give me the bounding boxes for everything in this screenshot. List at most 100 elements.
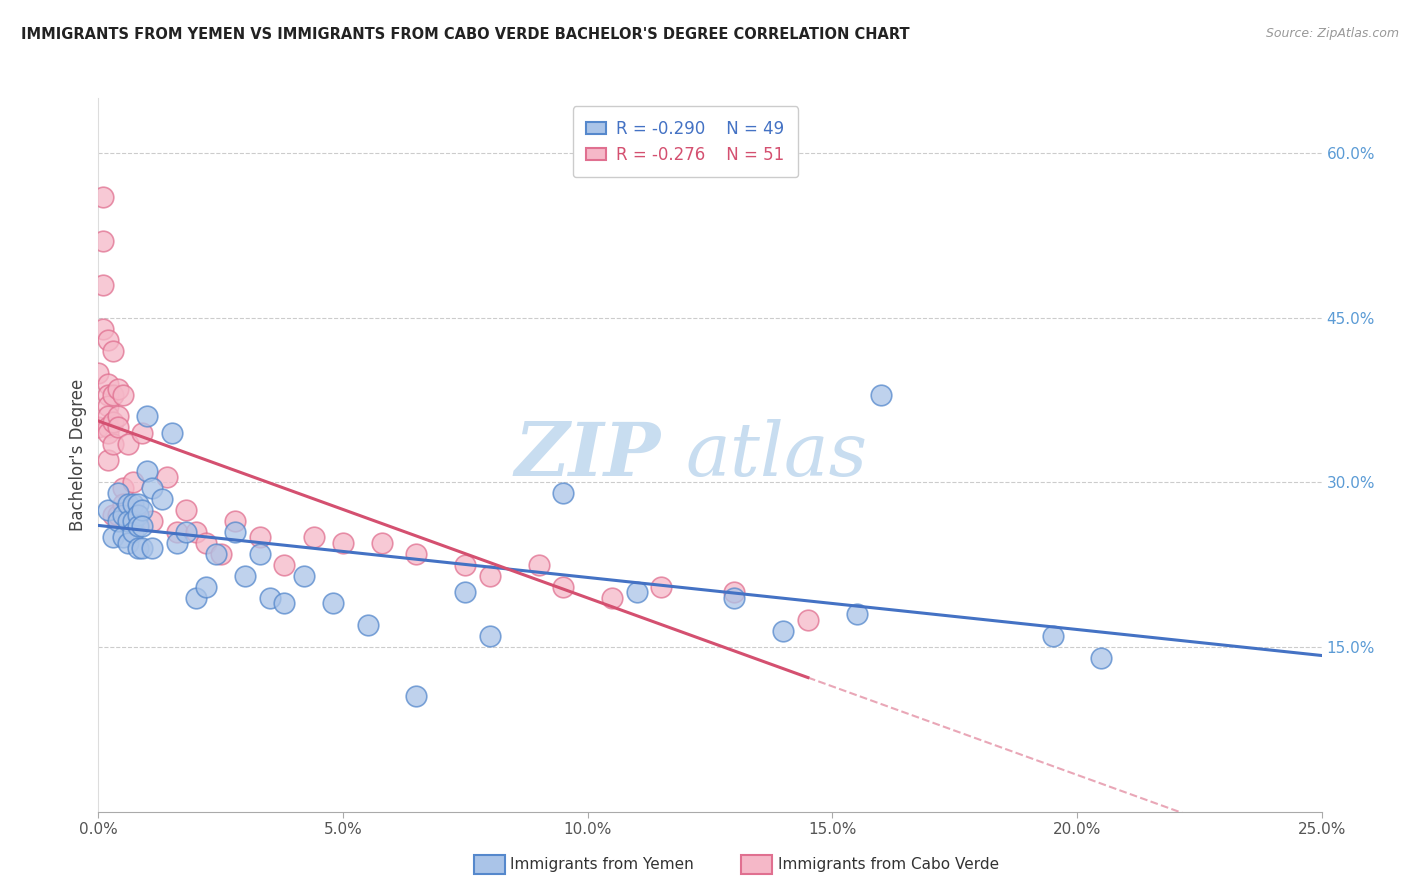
Point — [127, 519, 149, 533]
Point — [249, 530, 271, 544]
Point — [292, 568, 315, 582]
Point — [478, 629, 501, 643]
Point — [302, 530, 325, 544]
Point — [107, 409, 129, 424]
Point — [131, 503, 153, 517]
Point — [259, 591, 281, 605]
Point — [160, 425, 183, 440]
Point — [97, 453, 120, 467]
Point — [101, 343, 124, 358]
Point — [405, 690, 427, 704]
Point — [723, 591, 745, 605]
Point — [101, 387, 124, 401]
Point — [371, 535, 394, 549]
Point — [195, 535, 218, 549]
Point — [224, 524, 246, 539]
Point — [141, 541, 163, 556]
Point — [600, 591, 623, 605]
Point — [107, 382, 129, 396]
Point — [107, 508, 129, 523]
Point — [166, 535, 188, 549]
Point — [91, 190, 114, 204]
Point — [322, 596, 344, 610]
Point — [91, 321, 114, 335]
Point — [127, 508, 149, 523]
Point — [249, 547, 271, 561]
Point — [136, 409, 159, 424]
Point — [121, 514, 143, 528]
Point — [91, 234, 114, 248]
Text: atlas: atlas — [686, 418, 868, 491]
Point — [117, 497, 139, 511]
Point — [156, 470, 179, 484]
Point — [117, 514, 139, 528]
Point — [91, 277, 114, 292]
Point — [136, 464, 159, 478]
Text: IMMIGRANTS FROM YEMEN VS IMMIGRANTS FROM CABO VERDE BACHELOR'S DEGREE CORRELATIO: IMMIGRANTS FROM YEMEN VS IMMIGRANTS FROM… — [21, 27, 910, 42]
Point — [1042, 629, 1064, 643]
Point — [141, 514, 163, 528]
Point — [121, 524, 143, 539]
Text: Immigrants from Cabo Verde: Immigrants from Cabo Verde — [778, 857, 998, 871]
Point — [131, 519, 153, 533]
Point — [1090, 651, 1112, 665]
Point — [97, 420, 120, 434]
Point — [405, 547, 427, 561]
Point — [176, 524, 198, 539]
Point — [478, 568, 501, 582]
Point — [233, 568, 256, 582]
Point — [101, 530, 124, 544]
Point — [101, 508, 124, 523]
Point — [111, 530, 134, 544]
Point — [111, 387, 134, 401]
Point — [97, 409, 120, 424]
Text: Source: ZipAtlas.com: Source: ZipAtlas.com — [1265, 27, 1399, 40]
Point — [107, 514, 129, 528]
Point — [107, 420, 129, 434]
Point — [97, 376, 120, 391]
Point — [101, 415, 124, 429]
Point — [97, 333, 120, 347]
Point — [97, 425, 120, 440]
Y-axis label: Bachelor's Degree: Bachelor's Degree — [69, 379, 87, 531]
Point — [209, 547, 232, 561]
Point — [131, 541, 153, 556]
Point — [166, 524, 188, 539]
Point — [273, 596, 295, 610]
Point — [150, 491, 173, 506]
Point — [723, 585, 745, 599]
Point — [111, 481, 134, 495]
Point — [186, 591, 208, 605]
Point — [121, 497, 143, 511]
Point — [121, 475, 143, 490]
Point — [176, 503, 198, 517]
Point — [195, 580, 218, 594]
Point — [772, 624, 794, 638]
Legend: R = -0.290    N = 49, R = -0.276    N = 51: R = -0.290 N = 49, R = -0.276 N = 51 — [574, 106, 799, 178]
Point — [111, 497, 134, 511]
Point — [127, 497, 149, 511]
Point — [87, 420, 110, 434]
Point — [186, 524, 208, 539]
Point — [117, 437, 139, 451]
Point — [454, 585, 477, 599]
Point — [107, 486, 129, 500]
Point — [101, 437, 124, 451]
Point — [797, 613, 820, 627]
Point — [87, 366, 110, 380]
Point — [97, 399, 120, 413]
Point — [131, 425, 153, 440]
Point — [97, 387, 120, 401]
Point — [626, 585, 648, 599]
Point — [870, 387, 893, 401]
Point — [97, 503, 120, 517]
Point — [356, 618, 378, 632]
Point — [273, 558, 295, 572]
Point — [454, 558, 477, 572]
Point — [650, 580, 672, 594]
Point — [332, 535, 354, 549]
Point — [127, 541, 149, 556]
Point — [553, 580, 575, 594]
Point — [845, 607, 868, 621]
Point — [117, 535, 139, 549]
